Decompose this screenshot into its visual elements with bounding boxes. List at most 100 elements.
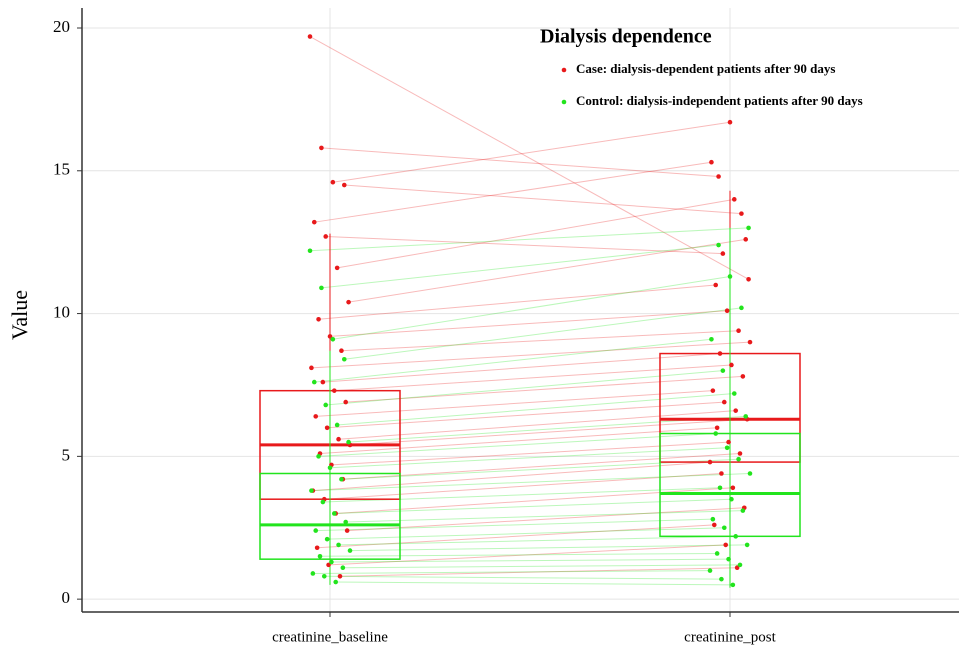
pair-line [321, 147, 719, 177]
point [341, 182, 347, 188]
x-tick-label: creatinine_post [684, 629, 776, 645]
y-tick-label: 5 [62, 445, 71, 464]
point [343, 399, 349, 405]
pair-line [317, 524, 715, 549]
point [730, 582, 736, 588]
pair-line [341, 330, 739, 352]
point [347, 548, 353, 553]
y-tick-label: 20 [53, 17, 70, 36]
point [731, 197, 737, 202]
pair-line [318, 284, 716, 320]
pair-line [348, 238, 746, 303]
point [714, 551, 720, 556]
pair-line [312, 570, 711, 574]
point [344, 528, 350, 533]
legend-title: Dialysis dependence [540, 26, 712, 48]
point [737, 451, 743, 456]
legend-label: Case: dialysis-dependent patients after … [576, 61, 835, 76]
point [329, 559, 334, 565]
point [707, 459, 713, 465]
point [319, 145, 324, 151]
point [747, 339, 753, 345]
y-tick-label: 0 [62, 588, 71, 607]
point [316, 454, 321, 459]
point [730, 485, 736, 491]
point [323, 402, 329, 408]
point [341, 356, 347, 362]
legend-label: Control: dialysis-independent patients a… [576, 93, 863, 108]
point [707, 568, 713, 573]
point [337, 574, 343, 579]
point [719, 471, 724, 476]
point [729, 496, 734, 502]
point [309, 488, 314, 493]
point [710, 516, 716, 522]
point [737, 562, 743, 568]
point [710, 388, 716, 393]
point [317, 554, 323, 559]
box [259, 472, 401, 560]
pair-line [318, 433, 716, 457]
y-axis-label: Value [7, 290, 32, 340]
box [659, 432, 801, 538]
point [717, 485, 723, 491]
point [323, 234, 329, 239]
point [720, 251, 726, 256]
pair-line [337, 393, 735, 426]
point [716, 174, 721, 179]
point [740, 508, 746, 513]
x-tick-label: creatinine_baseline [272, 629, 388, 645]
point [334, 265, 340, 271]
pair-line [337, 198, 735, 269]
point [739, 211, 744, 216]
point [746, 225, 751, 231]
pair-line [345, 510, 743, 523]
point [744, 542, 750, 548]
point [324, 425, 330, 431]
point [747, 471, 753, 476]
point [319, 285, 324, 291]
point [320, 379, 326, 385]
pair-line [344, 307, 742, 360]
pair-line [342, 453, 741, 480]
point [709, 336, 714, 342]
point [726, 439, 731, 445]
point [746, 277, 751, 282]
point [314, 545, 320, 551]
pair-line [311, 341, 751, 369]
point [327, 465, 333, 471]
pair-line [329, 310, 728, 337]
pair-line [327, 401, 725, 429]
point [719, 576, 724, 582]
point [727, 274, 733, 279]
pair-line [349, 544, 748, 552]
point [721, 399, 727, 405]
point [727, 119, 733, 125]
pair-line [321, 244, 719, 289]
point [313, 414, 319, 419]
pair-line [342, 564, 741, 569]
pair-line [331, 441, 729, 466]
point [316, 316, 321, 322]
point [743, 414, 749, 419]
point [331, 388, 337, 393]
pair-line [338, 410, 736, 440]
point [726, 556, 731, 562]
pair-line [314, 338, 712, 383]
point [310, 571, 316, 576]
pair-line [322, 353, 721, 383]
plot-area [82, 8, 959, 612]
point [733, 408, 739, 413]
point [717, 351, 723, 356]
legend-marker [561, 99, 567, 105]
pair-line [319, 427, 718, 455]
point [713, 282, 719, 288]
point [346, 299, 351, 305]
point [724, 308, 730, 314]
point [731, 391, 737, 396]
point [326, 562, 331, 568]
point [724, 445, 730, 451]
point [336, 436, 341, 442]
point [346, 439, 351, 445]
